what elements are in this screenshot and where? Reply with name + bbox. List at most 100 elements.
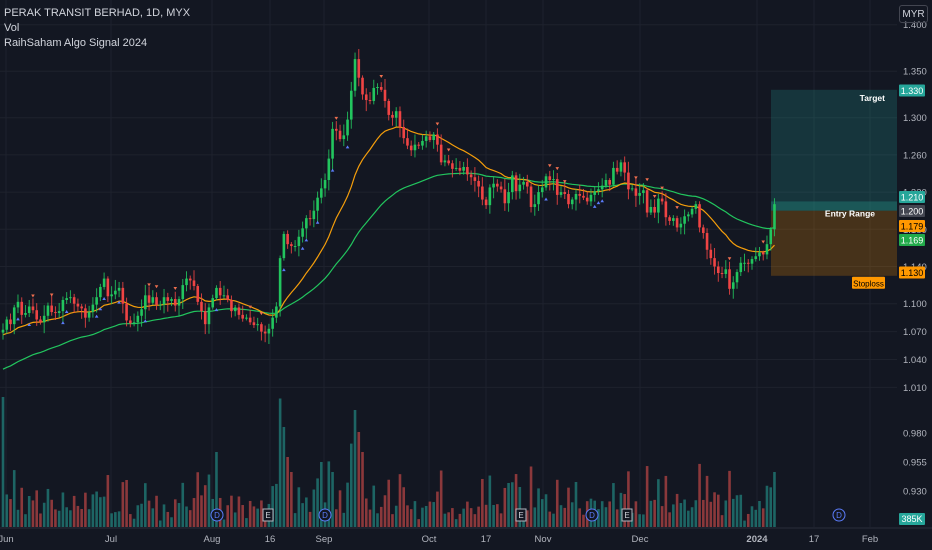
- candle-body: [80, 306, 83, 309]
- volume-bar: [173, 499, 177, 527]
- volume-bar: [140, 503, 143, 527]
- sell-signal-marker: [173, 287, 178, 291]
- volume-bar: [200, 495, 203, 527]
- event-marker: E: [621, 508, 633, 522]
- candle-body: [241, 314, 244, 319]
- volume-bar: [125, 480, 128, 527]
- volume-indicator-label[interactable]: Vol: [4, 22, 20, 34]
- candle-body: [237, 307, 241, 315]
- volume-bar: [406, 505, 409, 527]
- volume-bar: [376, 513, 379, 527]
- buy-signal-marker: [345, 145, 350, 149]
- volume-bar: [20, 487, 24, 527]
- sell-signal-marker: [147, 283, 151, 287]
- currency-button[interactable]: MYR: [899, 5, 928, 23]
- candle-body: [245, 317, 248, 319]
- candle-body: [735, 272, 739, 283]
- buy-signal-marker: [315, 220, 320, 224]
- algo-indicator-label[interactable]: RaihSaham Algo Signal 2024: [4, 37, 148, 49]
- volume-bar: [728, 470, 731, 527]
- volume-bar: [383, 495, 387, 527]
- candle-body: [690, 208, 694, 215]
- volume-bar: [675, 493, 679, 527]
- time-tick-label: Nov: [535, 534, 552, 545]
- price-badge-label: 1.210: [901, 193, 924, 203]
- candle-body: [439, 144, 443, 163]
- volume-tick-label: 0.930: [903, 487, 927, 498]
- candle-body: [612, 167, 615, 185]
- volume-bar: [61, 492, 65, 527]
- candle-body: [600, 185, 604, 190]
- volume-bar: [181, 482, 185, 527]
- candle-body: [215, 287, 218, 299]
- volume-bar: [24, 514, 27, 527]
- volume-bar: [207, 474, 211, 527]
- candle-body: [477, 180, 480, 187]
- volume-bar: [357, 432, 361, 527]
- candle-body: [196, 286, 200, 302]
- price-tick-label: 1.010: [903, 383, 927, 394]
- candle-body: [20, 301, 24, 315]
- candle-body: [563, 192, 567, 194]
- volume-bar: [694, 500, 698, 527]
- volume-bar: [342, 512, 346, 527]
- time-tick-label: Jul: [105, 534, 117, 545]
- symbol-title[interactable]: PERAK TRANSIT BERHAD, 1D, MYX: [4, 7, 191, 19]
- volume-bar: [245, 518, 248, 527]
- volume-bar: [99, 497, 102, 527]
- volume-bar: [466, 501, 469, 527]
- candle-body: [95, 297, 98, 305]
- buy-signal-marker: [98, 307, 103, 311]
- candle-body: [368, 100, 372, 102]
- volume-bar: [379, 506, 383, 527]
- candle-body: [473, 177, 477, 181]
- candle-body: [162, 297, 166, 305]
- volume-bar: [615, 509, 619, 527]
- event-marker-frame: [262, 508, 274, 522]
- price-badge: 1.169: [899, 234, 925, 246]
- candle-body: [638, 193, 641, 196]
- candle-body: [619, 162, 623, 172]
- candle-body: [106, 278, 110, 297]
- volume-bar: [233, 512, 237, 527]
- candle-body: [12, 307, 16, 325]
- candle-body: [320, 188, 323, 198]
- price-badge-label: 1.330: [901, 86, 924, 96]
- volume-bar: [709, 501, 713, 527]
- volume-bar: [660, 506, 664, 527]
- price-badge-bg: [899, 84, 925, 97]
- time-axis-bg: [0, 528, 897, 550]
- event-marker-frame: [515, 508, 527, 522]
- time-axis[interactable]: Jun Jul Aug 16 Sep Oct 17 Nov Dec 2024 17 Feb: [0, 527, 932, 550]
- candle-body: [256, 324, 259, 326]
- volume-bar: [552, 513, 555, 527]
- volume-bar: [503, 487, 507, 527]
- candle-body: [683, 216, 686, 224]
- candle-body: [634, 188, 638, 196]
- volume-bar: [372, 485, 376, 527]
- candle-body: [424, 136, 428, 141]
- candle-body: [406, 138, 409, 146]
- volume-bar: [91, 494, 95, 527]
- volume-bar: [773, 472, 776, 527]
- volume-bar: [293, 513, 297, 527]
- candle-body: [720, 273, 724, 275]
- candle-body: [35, 310, 39, 320]
- volume-bar: [256, 508, 259, 527]
- volume-bar: [436, 491, 439, 527]
- signal-markers: [16, 75, 766, 326]
- volume-bar: [241, 505, 244, 527]
- volume-bar: [248, 500, 252, 527]
- event-marker: E: [515, 508, 527, 522]
- stoploss-zone: [771, 210, 897, 276]
- volume-bar: [743, 520, 746, 527]
- sell-signal-marker: [379, 75, 384, 79]
- volume-bar: [746, 513, 750, 527]
- candle-body: [353, 59, 357, 91]
- volume-bar: [668, 512, 671, 527]
- candle-body: [46, 305, 50, 316]
- candle-body: [488, 187, 492, 206]
- event-marker: D: [832, 508, 846, 522]
- candle-body: [469, 174, 473, 178]
